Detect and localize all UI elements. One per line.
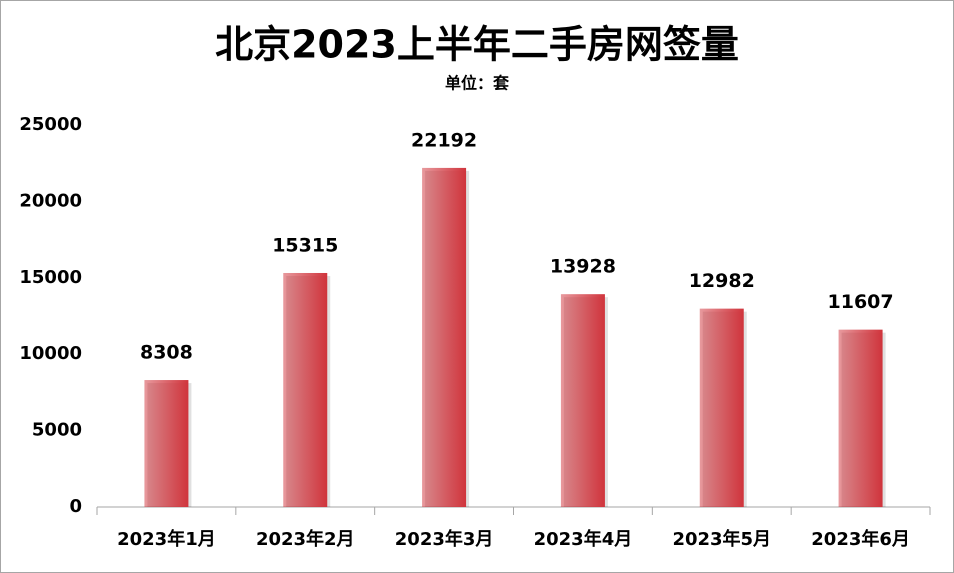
y-tick-label: 15000 [19, 267, 82, 288]
x-tick-label: 2023年6月 [811, 528, 910, 550]
value-label: 13928 [550, 256, 616, 278]
y-tick-label: 5000 [32, 420, 82, 441]
x-tick-label: 2023年2月 [256, 528, 355, 550]
value-label: 11607 [828, 291, 894, 313]
value-label: 22192 [411, 129, 477, 151]
value-label: 8308 [140, 342, 193, 364]
y-tick-label: 25000 [19, 114, 82, 135]
value-label: 15315 [272, 234, 338, 256]
bar [838, 329, 883, 507]
x-tick-label: 2023年1月 [117, 528, 216, 550]
bar [283, 272, 328, 507]
x-tick-label: 2023年5月 [672, 528, 771, 550]
y-tick-label: 10000 [19, 343, 82, 364]
bar [422, 167, 467, 507]
x-tick-label: 2023年3月 [395, 528, 494, 550]
bar [560, 294, 605, 507]
bar [699, 308, 744, 507]
y-tick-label: 20000 [19, 190, 82, 211]
value-label: 12982 [689, 270, 755, 292]
chart-title: 北京2023上半年二手房网签量 [215, 23, 739, 67]
bar [144, 380, 189, 507]
y-tick-label: 0 [69, 496, 82, 517]
x-tick-label: 2023年4月 [534, 528, 633, 550]
chart-subtitle: 单位：套 [445, 74, 510, 93]
